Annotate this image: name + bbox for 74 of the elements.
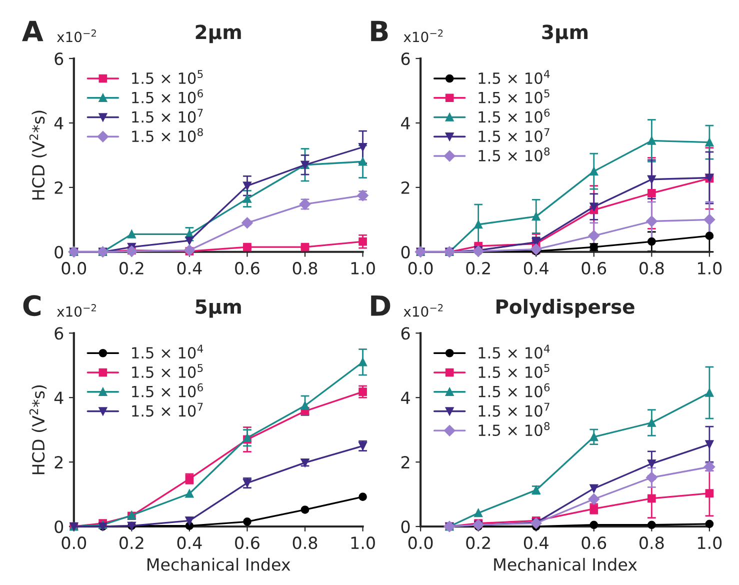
x-tick-label: 0.2 — [466, 536, 490, 550]
x-tick-label: 0.4 — [524, 262, 548, 275]
y-tick-label: 6 — [54, 52, 64, 66]
x-tick-label: 0.0 — [62, 536, 86, 550]
x-axis-title: Mechanical Index — [147, 558, 290, 571]
x-tick-label: 1.0 — [351, 536, 375, 550]
x-tick-label: 0.0 — [408, 262, 433, 275]
y-tick-label: 0 — [401, 246, 410, 258]
y-tick-label: 6 — [54, 327, 64, 340]
legend-label: 1.5 × 10$^{7}$ — [478, 402, 550, 417]
legend-label: 1.5 × 10$^{7}$ — [132, 108, 203, 123]
y-tick-label: 2 — [401, 456, 410, 468]
chart-title: 5μm — [196, 299, 241, 318]
x-tick-label: 0.4 — [524, 536, 548, 550]
y-tick-label: 0 — [401, 520, 410, 534]
x-tick-label: 1.0 — [698, 536, 722, 550]
y-tick-label: 6 — [401, 327, 410, 340]
x-tick-label: 0.8 — [292, 536, 318, 550]
text: x10$^{−2}$ — [56, 29, 96, 42]
x-tick-label: 0.8 — [640, 262, 664, 275]
y-tick-label: 6 — [401, 52, 410, 66]
x-tick-label: 0.6 — [582, 262, 606, 275]
text: C — [23, 295, 41, 316]
text: x10$^{−2}$ — [56, 304, 96, 317]
legend-label: 1.5 × 10$^{5}$ — [478, 364, 550, 378]
chart-title: 2μm — [196, 24, 241, 44]
y-tick-label: 0 — [54, 246, 64, 258]
legend-label: 1.5 × 10$^{6}$ — [132, 89, 203, 104]
legend-label: 1.5 × 10$^{8}$ — [478, 147, 550, 162]
text: B — [371, 20, 388, 42]
x-tick-label: 0.4 — [177, 536, 202, 550]
y-axis-title: HCD (V$^{2}$*s) — [29, 385, 47, 474]
x-tick-label: 0.4 — [177, 262, 202, 275]
x-tick-label: 1.0 — [351, 262, 375, 275]
legend-label: 1.5 × 10$^{8}$ — [132, 128, 203, 142]
legend-label: 1.5 × 10$^{6}$ — [478, 383, 550, 398]
legend-label: 1.5 × 10$^{4}$ — [478, 344, 550, 359]
x-tick-label: 0.8 — [640, 536, 664, 550]
legend-label: 1.5 × 10$^{4}$ — [478, 70, 550, 84]
x-axis-title: Mechanical Index — [494, 558, 637, 571]
y-tick-label: 2 — [54, 181, 63, 194]
x-tick-label: 0.6 — [582, 536, 606, 550]
y-tick-label: 4 — [401, 392, 410, 404]
x-tick-label: 0.2 — [466, 262, 490, 275]
legend-label: 1.5 × 10$^{5}$ — [478, 89, 550, 104]
legend-label: 1.5 × 10$^{7}$ — [478, 128, 550, 142]
y-tick-label: 0 — [54, 520, 64, 534]
text: A — [22, 20, 44, 42]
legend-label: 1.5 × 10$^{6}$ — [478, 108, 550, 123]
x-tick-label: 0.0 — [62, 262, 86, 275]
legend-label: 1.5 × 10$^{7}$ — [132, 402, 203, 417]
x-tick-label: 0.6 — [235, 262, 260, 275]
legend-label: 1.5 × 10$^{5}$ — [132, 70, 203, 84]
legend-label: 1.5 × 10$^{6}$ — [132, 383, 203, 398]
x-tick-label: 1.0 — [698, 262, 722, 275]
x-tick-label: 0.6 — [235, 536, 260, 550]
y-tick-label: 4 — [54, 392, 64, 404]
text: D — [371, 295, 390, 316]
chart-title: 3μm — [542, 24, 588, 44]
x-tick-label: 0.8 — [292, 262, 318, 275]
y-tick-label: 4 — [401, 117, 410, 130]
legend-label: 1.5 × 10$^{8}$ — [478, 422, 550, 436]
legend-label: 1.5 × 10$^{4}$ — [132, 344, 204, 359]
chart-title: Polydisperse — [496, 298, 634, 318]
text: x10$^{−2}$ — [404, 304, 443, 317]
y-tick-label: 4 — [54, 117, 64, 130]
y-tick-label: 2 — [401, 181, 410, 194]
legend-label: 1.5 × 10$^{5}$ — [132, 364, 203, 378]
text: x10$^{−2}$ — [404, 29, 443, 42]
x-tick-label: 0.0 — [408, 536, 433, 550]
y-tick-label: 2 — [54, 456, 63, 468]
y-axis-title: HCD (V$^{2}$*s) — [29, 110, 47, 200]
x-tick-label: 0.2 — [120, 536, 144, 550]
x-tick-label: 0.2 — [120, 262, 144, 275]
